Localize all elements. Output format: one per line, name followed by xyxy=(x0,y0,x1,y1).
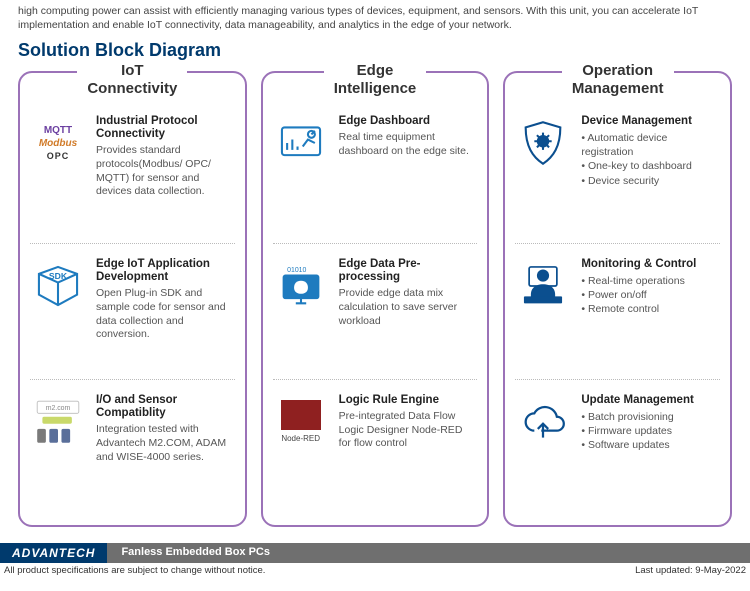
operator-icon xyxy=(515,258,571,314)
item-desc: Real time equipment dashboard on the edg… xyxy=(339,131,478,158)
col-iot-connectivity: IoTConnectivity MQTT Modbus OPC Industri… xyxy=(18,71,247,527)
item-title: Device Management xyxy=(581,115,720,128)
col-title: EdgeIntelligence xyxy=(273,72,478,107)
footer-updated: Last updated: 9-May-2022 xyxy=(635,565,746,576)
item-title: Update Management xyxy=(581,394,720,407)
svg-text:m2.com: m2.com xyxy=(46,405,71,412)
item-title: Edge Data Pre-processing xyxy=(339,258,478,284)
col-edge-intelligence: EdgeIntelligence Edge Dashboard Real tim… xyxy=(261,71,490,527)
footer-disclaimer: All product specifications are subject t… xyxy=(4,565,265,576)
item-update-management: Update Management Batch provisioning Fir… xyxy=(515,379,720,511)
item-edge-preprocessing: 01010 Edge Data Pre-processing Provide e… xyxy=(273,243,478,375)
footer-logo: ADVANTECH xyxy=(0,543,107,563)
node-red-icon: Node-RED xyxy=(273,394,329,450)
svg-text:SDK: SDK xyxy=(49,271,68,281)
dashboard-icon xyxy=(273,115,329,171)
protocols-icon: MQTT Modbus OPC xyxy=(30,115,86,171)
item-desc: Provide edge data mix calculation to sav… xyxy=(339,287,478,328)
item-title: Logic Rule Engine xyxy=(339,394,478,407)
item-desc: Integration tested with Advantech M2.COM… xyxy=(96,423,235,464)
col-operation-management: OperationManagement Device Management Au… xyxy=(503,71,732,527)
item-title: Edge Dashboard xyxy=(339,115,478,128)
item-logic-rule: Node-RED Logic Rule Engine Pre-integrate… xyxy=(273,379,478,511)
item-device-management: Device Management Automatic device regis… xyxy=(515,107,720,239)
svg-text:01010: 01010 xyxy=(287,267,306,274)
item-bullets: Batch provisioning Firmware updates Soft… xyxy=(581,410,720,453)
item-monitoring-control: Monitoring & Control Real-time operation… xyxy=(515,243,720,375)
m2com-icon: m2.com xyxy=(30,394,86,450)
shield-gear-icon xyxy=(515,115,571,171)
item-bullets: Automatic device registration One-key to… xyxy=(581,131,720,188)
item-title: I/O and Sensor Compatiblity xyxy=(96,394,235,420)
diagram-columns: IoTConnectivity MQTT Modbus OPC Industri… xyxy=(0,67,750,537)
item-io-sensor: m2.com I/O and Sensor Compatiblity Integ… xyxy=(30,379,235,511)
brain-monitor-icon: 01010 xyxy=(273,258,329,314)
item-edge-iot-sdk: SDK Edge IoT Application Development Ope… xyxy=(30,243,235,375)
col-title: OperationManagement xyxy=(515,72,720,107)
item-bullets: Real-time operations Power on/off Remote… xyxy=(581,274,720,317)
item-protocol-connectivity: MQTT Modbus OPC Industrial Protocol Conn… xyxy=(30,107,235,239)
page-footer: ADVANTECH Fanless Embedded Box PCs All p… xyxy=(0,543,750,576)
footer-category: Fanless Embedded Box PCs xyxy=(107,543,750,563)
item-title: Industrial Protocol Connectivity xyxy=(96,115,235,141)
item-title: Monitoring & Control xyxy=(581,258,720,271)
item-edge-dashboard: Edge Dashboard Real time equipment dashb… xyxy=(273,107,478,239)
cloud-update-icon xyxy=(515,394,571,450)
item-desc: Open Plug-in SDK and sample code for sen… xyxy=(96,287,235,342)
item-desc: Provides standard protocols(Modbus/ OPC/… xyxy=(96,144,235,199)
item-desc: Pre-integrated Data Flow Logic Designer … xyxy=(339,410,478,451)
col-title: IoTConnectivity xyxy=(30,72,235,107)
intro-text: high computing power can assist with eff… xyxy=(0,0,750,38)
item-title: Edge IoT Application Development xyxy=(96,258,235,284)
sdk-box-icon: SDK xyxy=(30,258,86,314)
